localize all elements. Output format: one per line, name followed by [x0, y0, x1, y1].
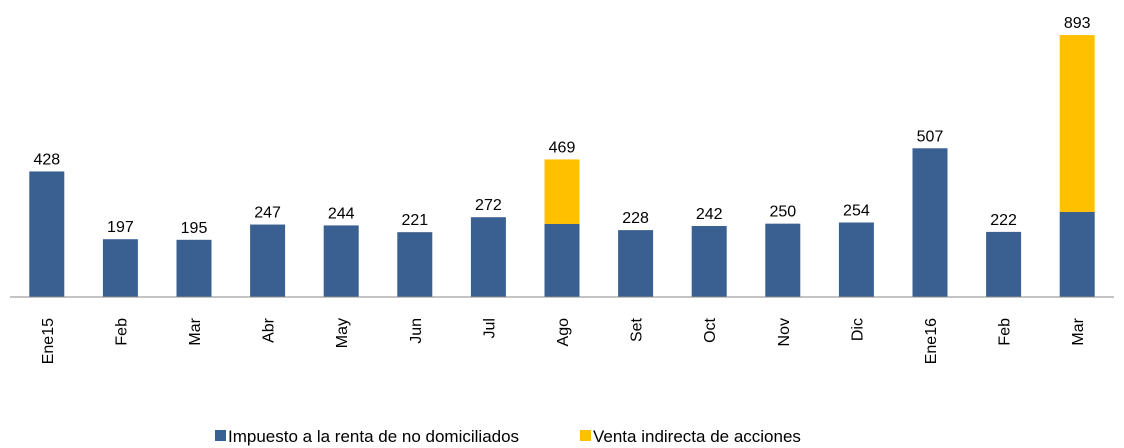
bar-segment [765, 223, 801, 297]
x-tick-label: Feb [997, 318, 1014, 346]
total-label: 507 [917, 128, 944, 145]
total-label: 221 [401, 212, 428, 229]
total-label: 195 [181, 220, 208, 237]
total-label: 469 [549, 139, 576, 156]
total-label: 272 [475, 197, 502, 214]
x-tick-label: Oct [702, 317, 719, 342]
bar-segment [986, 231, 1022, 297]
x-tick-label: Abr [261, 317, 278, 343]
x-tick-label: Feb [113, 318, 130, 346]
x-tick-label: May [334, 318, 351, 348]
bar-segment [618, 230, 654, 297]
x-tick-label: Nov [776, 318, 793, 346]
total-label: 242 [696, 206, 723, 223]
total-label: 228 [622, 210, 649, 227]
total-label: 197 [107, 219, 134, 236]
x-tick-label: Ago [555, 318, 572, 347]
bar-segment [1059, 35, 1095, 212]
x-tick-label: Dic [849, 318, 866, 341]
bar-segment [544, 223, 580, 297]
x-tick-label: Mar [187, 317, 204, 345]
total-label: 254 [843, 202, 870, 219]
bar-segment [912, 148, 948, 297]
x-tick-label: Jun [408, 318, 425, 344]
total-label: 244 [328, 205, 355, 222]
total-label: 247 [254, 205, 281, 222]
total-label: 428 [33, 151, 60, 168]
x-tick-label: Set [629, 317, 646, 342]
total-label: 222 [990, 212, 1017, 229]
bar-segment [102, 239, 138, 297]
bar-segment [250, 224, 286, 297]
legend-label: Venta indirecta de acciones [593, 427, 801, 446]
legend-label: Impuesto a la renta de no domiciliados [228, 427, 519, 446]
x-tick-label: Ene15 [40, 318, 57, 364]
bar-segment [176, 239, 212, 297]
bar-segment [1059, 211, 1095, 297]
bar-segment [323, 225, 359, 297]
total-label: 250 [769, 204, 796, 221]
legend-swatch [580, 430, 591, 441]
bar-segment [838, 222, 874, 297]
bar-segment [470, 217, 506, 297]
bar-segment [397, 232, 433, 297]
bar-segment [29, 171, 65, 297]
legend-swatch [215, 430, 226, 441]
bar-segment [544, 159, 580, 224]
bar-segment [691, 226, 727, 297]
x-tick-label: Jul [481, 318, 498, 338]
x-tick-label: Ene16 [923, 318, 940, 364]
total-label: 893 [1064, 15, 1091, 32]
x-tick-label: Mar [1070, 317, 1087, 345]
